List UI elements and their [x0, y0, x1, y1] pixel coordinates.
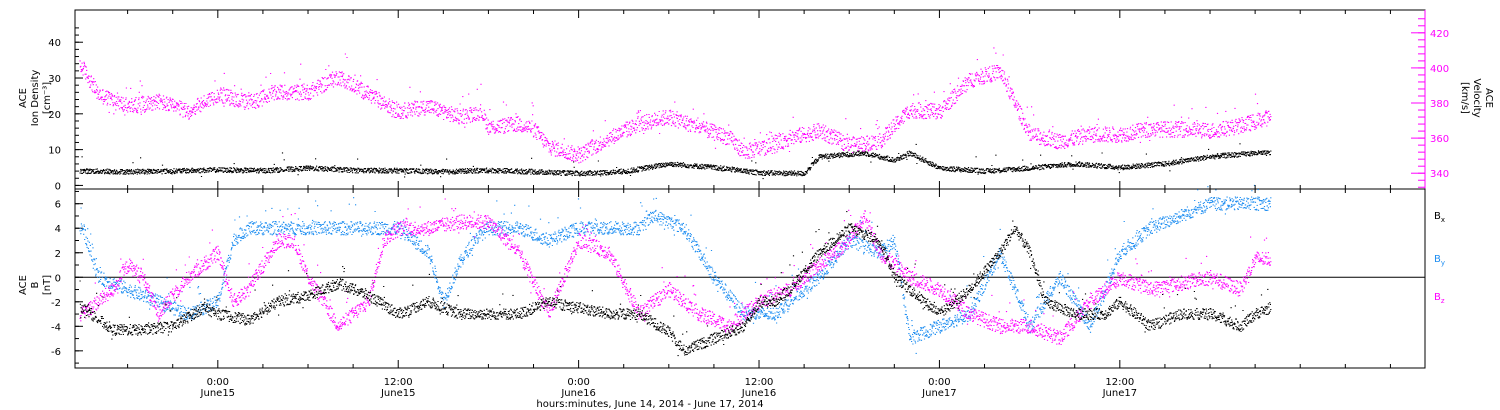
- legend-by: By: [1434, 254, 1445, 267]
- bz-series: [79, 198, 1272, 346]
- x-tick-time-label: 0:00: [567, 377, 589, 388]
- density-series: [79, 143, 1272, 180]
- x-tick-date-label: June17: [1102, 388, 1138, 399]
- density-tick-label: 20: [48, 110, 61, 121]
- x-tick-date-label: June17: [921, 388, 957, 399]
- velocity-axis-label: ACE Velocity [km/s]: [1459, 78, 1494, 117]
- density-axis-label: ACE Ion Density [cm⁻³]: [18, 70, 53, 127]
- x-tick-date-label: June15: [380, 388, 416, 399]
- field-tick-label: 0: [55, 273, 61, 284]
- x-tick-time-label: 12:00: [1105, 377, 1134, 388]
- density-axis-label-line2: Ion Density: [30, 70, 41, 127]
- field-axis-label: ACE B [nT]: [18, 275, 53, 295]
- velocity-axis-label-line3: [km/s]: [1459, 82, 1470, 114]
- by-series: [79, 184, 1272, 354]
- field-axis-label-line2: B: [30, 281, 41, 288]
- field-tick-label: 2: [55, 249, 61, 260]
- field-tick-label: 4: [55, 224, 61, 235]
- field-panel-frame: [74, 188, 1426, 369]
- density-axis-label-line1: ACE: [18, 88, 29, 108]
- field-axis-label-line1: ACE: [18, 275, 29, 295]
- velocity-tick-label: 340: [1430, 169, 1449, 180]
- velocity-series: [79, 47, 1272, 164]
- velocity-tick-label: 420: [1430, 29, 1449, 40]
- x-tick-time-label: 12:00: [745, 377, 774, 388]
- density-tick-label: 40: [48, 38, 61, 49]
- density-axis-label-line3: [cm⁻³]: [42, 82, 53, 114]
- density-velocity-panel: 0 10 20 30 40 340 360 380 400 420: [48, 9, 1449, 192]
- density-tick-label: 10: [48, 146, 61, 157]
- field-tick-label: -2: [51, 298, 61, 309]
- x-tick-date-label: June15: [200, 388, 236, 399]
- x-tick-time-label: 0:00: [207, 377, 229, 388]
- legend-bz: Bz: [1434, 292, 1445, 305]
- x-tick-date-label: June16: [741, 388, 777, 399]
- velocity-axis-label-line1: ACE: [1483, 88, 1494, 108]
- magnetic-field-panel: -6 -4 -2 0 2 4 6: [51, 184, 1426, 369]
- velocity-axis-label-line2: Velocity: [1471, 78, 1482, 117]
- field-legend: Bx By Bz: [1434, 211, 1445, 305]
- field-tick-label: -6: [51, 347, 61, 358]
- velocity-tick-label: 400: [1430, 64, 1449, 75]
- x-tick-time-label: 12:00: [384, 377, 413, 388]
- velocity-tick-label: 380: [1430, 99, 1449, 110]
- density-tick-label: 30: [48, 74, 61, 85]
- x-tick-date-label: June16: [560, 388, 596, 399]
- field-axis-label-line3: [nT]: [42, 275, 53, 295]
- density-tick-label: 0: [55, 181, 61, 192]
- x-axis-label: hours:minutes, June 14, 2014 - June 17, …: [536, 399, 763, 410]
- x-tick-time-label: 0:00: [928, 377, 950, 388]
- x-axis-ticks: 0:00June1512:00June150:00June1612:00June…: [127, 10, 1391, 399]
- field-tick-label: 6: [55, 200, 61, 211]
- velocity-tick-label: 360: [1430, 134, 1449, 145]
- legend-bx: Bx: [1434, 211, 1445, 224]
- field-tick-label: -4: [51, 322, 61, 333]
- bx-series: [79, 211, 1272, 357]
